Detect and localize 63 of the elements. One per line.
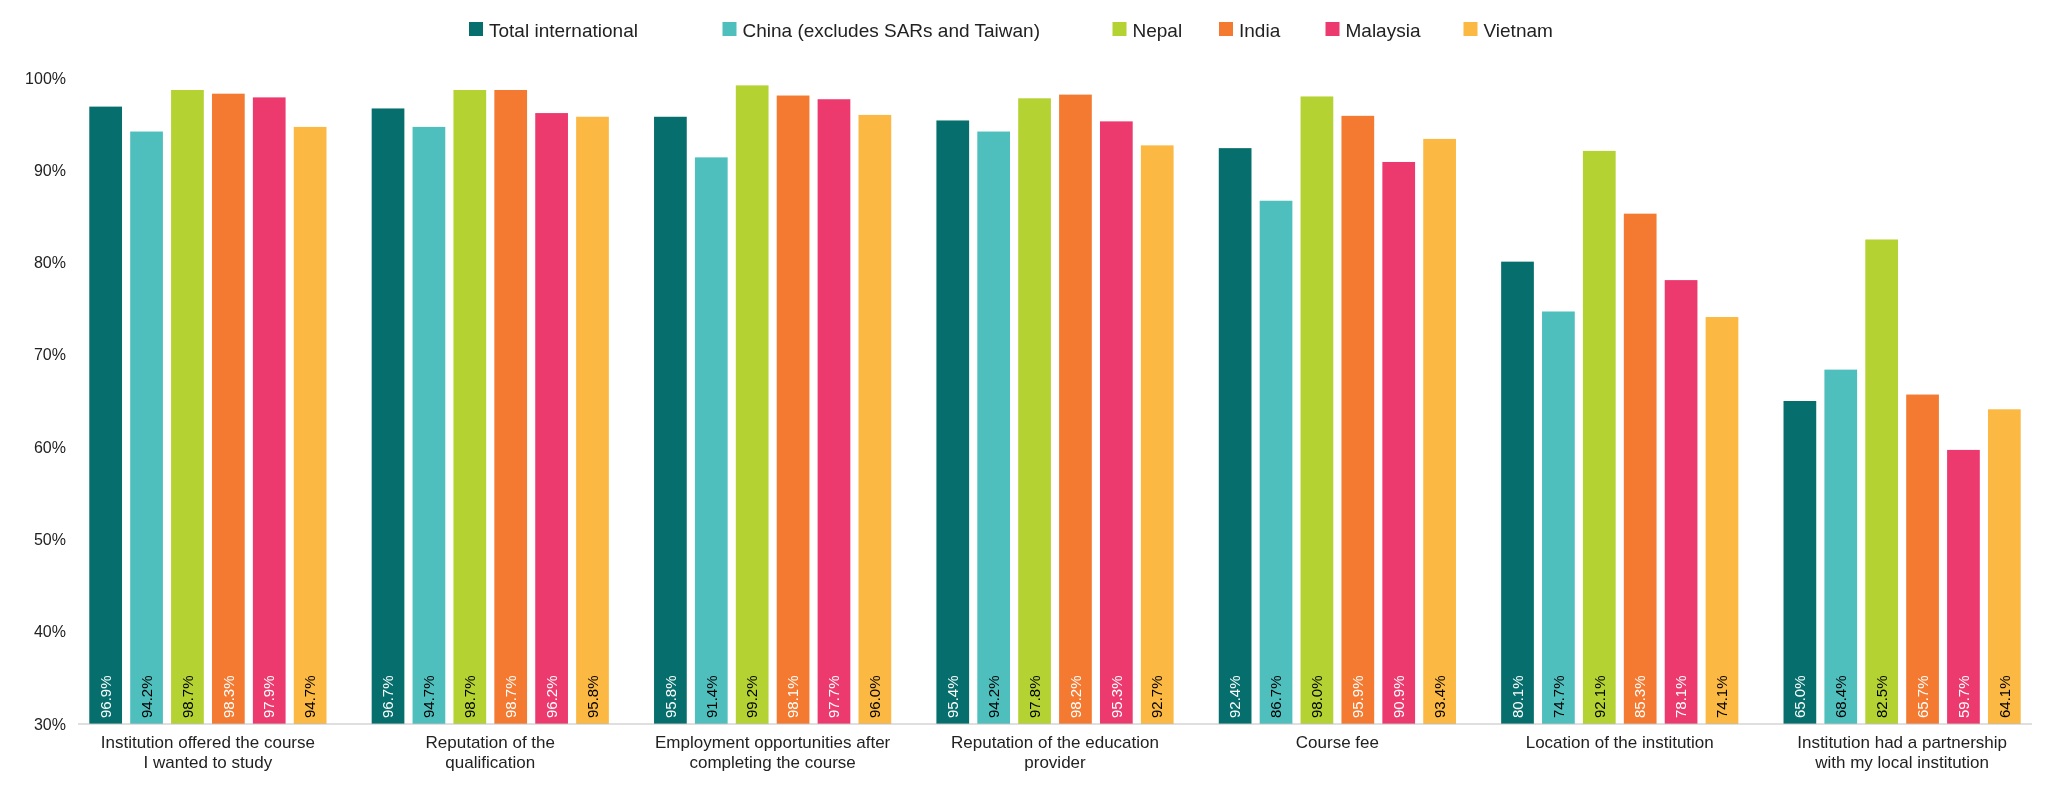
legend-label: Total international [489, 19, 638, 41]
x-tick-label: Course fee [1295, 733, 1379, 752]
data-label: 90.9% [1389, 675, 1407, 718]
data-label: 95.3% [1107, 675, 1125, 718]
data-label: 68.4% [1832, 675, 1850, 718]
data-label: 65.0% [1791, 675, 1809, 718]
x-tick-label: Location of the institution [1525, 733, 1714, 752]
y-tick-label: 40% [33, 623, 66, 641]
data-label: 97.8% [1025, 675, 1043, 718]
x-tick-label: Reputation of the qualification [425, 733, 555, 772]
data-label: 78.1% [1672, 675, 1690, 718]
y-tick-label: 80% [33, 254, 66, 272]
data-label: 92.7% [1148, 675, 1166, 718]
data-label: 98.3% [219, 675, 237, 718]
data-label: 96.9% [96, 675, 114, 718]
data-label: 96.7% [379, 675, 397, 718]
data-label: 92.1% [1590, 675, 1608, 718]
data-label: 96.0% [866, 675, 884, 718]
data-label: 91.4% [702, 675, 720, 718]
data-label: 93.4% [1430, 675, 1448, 718]
legend-label: Vietnam [1483, 19, 1553, 41]
data-label: 98.7% [461, 675, 479, 718]
data-label: 74.1% [1713, 675, 1731, 718]
data-label: 98.7% [178, 675, 196, 718]
data-label: 92.4% [1226, 675, 1244, 718]
legend-label: India [1239, 19, 1281, 41]
data-label: 64.1% [1995, 675, 2013, 718]
x-tick-label: Reputation of the education provider [951, 733, 1159, 772]
data-label: 74.7% [1549, 675, 1567, 718]
data-label: 86.7% [1267, 675, 1285, 718]
data-label: 98.1% [784, 675, 802, 718]
y-tick-label: 90% [33, 161, 66, 179]
data-label: 98.2% [1066, 675, 1084, 718]
y-tick-label: 100% [25, 69, 66, 87]
data-label: 95.8% [583, 675, 601, 718]
data-label: 65.7% [1913, 675, 1931, 718]
x-tick-label: Institution offered the course I wanted to study [100, 733, 315, 772]
data-label: 94.7% [420, 675, 438, 718]
data-label: 95.9% [1349, 675, 1367, 718]
y-tick-label: 70% [33, 346, 66, 364]
data-label: 97.9% [260, 675, 278, 718]
data-label: 99.2% [743, 675, 761, 718]
data-label: 82.5% [1872, 675, 1890, 718]
data-label: 94.2% [137, 675, 155, 718]
x-tick-label: Employment opportunities after completing the course [654, 733, 891, 772]
data-label: 98.0% [1308, 675, 1326, 718]
legend-label: Nepal [1132, 19, 1183, 41]
legend-label: China (excludes SARs and Taiwan) [742, 19, 1040, 41]
data-label: 95.8% [661, 675, 679, 718]
data-label: 80.1% [1508, 675, 1526, 718]
data-label: 95.4% [944, 675, 962, 718]
y-tick-label: 50% [33, 531, 66, 549]
data-label: 97.7% [825, 675, 843, 718]
x-tick-label: Institution had a partnership with my local institution [1797, 733, 2008, 772]
y-tick-label: 30% [33, 715, 66, 733]
data-label: 85.3% [1631, 675, 1649, 718]
data-label: 59.7% [1954, 675, 1972, 718]
y-tick-label: 60% [33, 438, 66, 456]
data-label: 98.7% [501, 675, 519, 718]
legend-label: Malaysia [1345, 19, 1421, 41]
data-label: 94.7% [301, 675, 319, 718]
data-label: 96.2% [542, 675, 560, 718]
data-label: 94.2% [984, 675, 1002, 718]
